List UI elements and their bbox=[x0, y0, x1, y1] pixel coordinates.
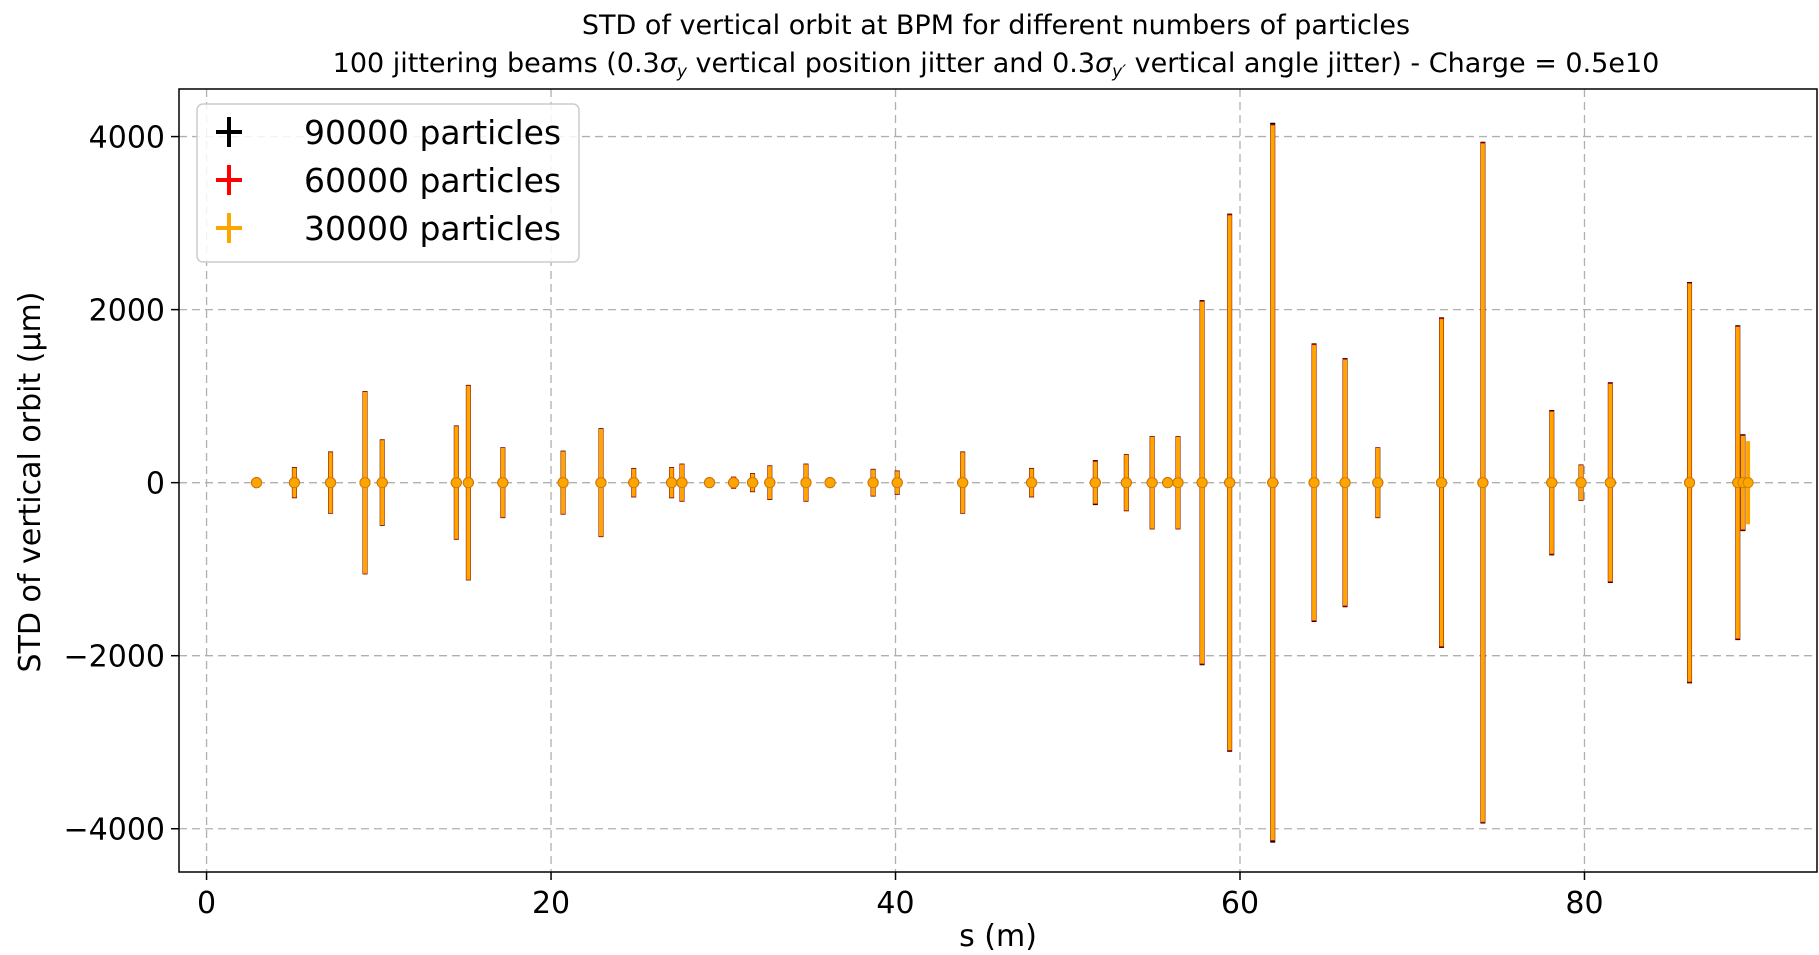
data-point bbox=[1146, 477, 1158, 489]
data-point bbox=[1436, 477, 1448, 489]
data-point bbox=[1308, 477, 1320, 489]
data-point bbox=[1684, 477, 1696, 489]
legend-label: 30000 particles bbox=[304, 209, 561, 248]
x-tick-label: 80 bbox=[1565, 886, 1603, 921]
data-point bbox=[824, 477, 836, 489]
legend-item: 90000 particles bbox=[216, 113, 561, 152]
y-tick-label: 4000 bbox=[89, 121, 165, 156]
data-point bbox=[1604, 477, 1616, 489]
legend-box bbox=[196, 103, 580, 263]
data-point bbox=[764, 477, 776, 489]
x-tick-label: 40 bbox=[876, 886, 914, 921]
chart-title: STD of vertical orbit at BPM for differe… bbox=[582, 10, 1410, 41]
data-point bbox=[1546, 477, 1558, 489]
data-point bbox=[251, 477, 263, 489]
data-point bbox=[1224, 477, 1236, 489]
data-point bbox=[325, 477, 337, 489]
data-point bbox=[1477, 477, 1489, 489]
legend-item: 60000 particles bbox=[216, 161, 561, 200]
data-point bbox=[1742, 477, 1754, 489]
data-point bbox=[1089, 477, 1101, 489]
data-point bbox=[666, 477, 678, 489]
y-axis-label: STD of vertical orbit (µm) bbox=[13, 292, 48, 673]
x-axis-label: s (m) bbox=[959, 919, 1037, 954]
data-point bbox=[891, 477, 903, 489]
data-point bbox=[1120, 477, 1132, 489]
series-2 bbox=[251, 125, 1754, 840]
data-point bbox=[1339, 477, 1351, 489]
y-tick-label: −4000 bbox=[64, 813, 165, 848]
data-point bbox=[462, 477, 474, 489]
legend: 90000 particles 60000 particles 30000 part… bbox=[196, 103, 580, 263]
x-tick-label: 60 bbox=[1221, 886, 1259, 921]
data-point bbox=[557, 477, 569, 489]
data-point bbox=[800, 477, 812, 489]
data-point bbox=[376, 477, 388, 489]
data-point bbox=[728, 477, 740, 489]
data-point bbox=[957, 477, 969, 489]
data-point bbox=[703, 477, 715, 489]
y-tick-label: −2000 bbox=[64, 640, 165, 675]
data-point bbox=[450, 477, 462, 489]
data-point bbox=[676, 477, 688, 489]
data-point bbox=[497, 477, 509, 489]
data-point bbox=[1162, 477, 1174, 489]
data-point bbox=[867, 477, 879, 489]
data-point bbox=[1267, 477, 1279, 489]
y-tick-label: 2000 bbox=[89, 294, 165, 329]
data-point bbox=[628, 477, 640, 489]
data-point bbox=[1372, 477, 1384, 489]
data-marks bbox=[251, 122, 1754, 843]
chart-subtitle: 100 jittering beams (0.3σy vertical posi… bbox=[333, 48, 1660, 82]
y-tick-label: 0 bbox=[146, 467, 165, 502]
data-point bbox=[1026, 477, 1038, 489]
axis-ticks: 0 20 40 60 80 −4000 −2000 0 2000 4000 bbox=[64, 121, 1604, 921]
data-point bbox=[595, 477, 607, 489]
legend-item: 30000 particles bbox=[216, 209, 561, 248]
legend-label: 60000 particles bbox=[304, 161, 561, 200]
data-point bbox=[747, 477, 759, 489]
data-point bbox=[359, 477, 371, 489]
data-point bbox=[1172, 477, 1184, 489]
data-point bbox=[1196, 477, 1208, 489]
plot-frame bbox=[178, 88, 1818, 873]
legend-label: 90000 particles bbox=[304, 113, 561, 152]
x-tick-label: 20 bbox=[532, 886, 570, 921]
x-tick-label: 0 bbox=[197, 886, 216, 921]
data-point bbox=[288, 477, 300, 489]
data-point bbox=[1575, 477, 1587, 489]
